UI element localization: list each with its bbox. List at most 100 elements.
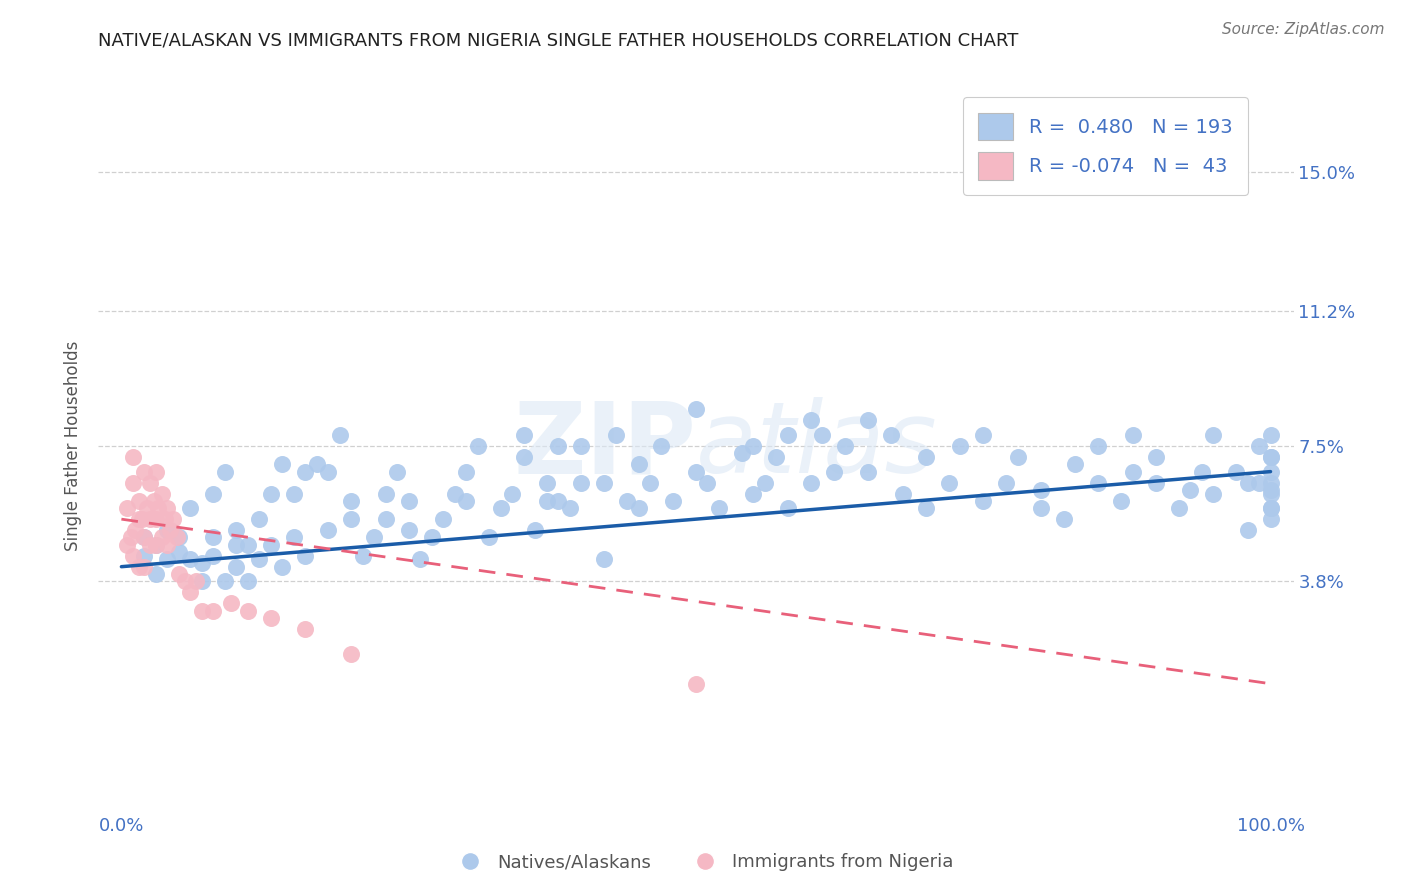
Point [166,530,188,544]
Point [1236,523,1258,537]
Point [1260,475,1282,490]
Point [800,413,823,427]
Point [432,512,454,526]
Point [938,475,960,490]
Point [1247,439,1270,453]
Point [134,559,156,574]
Point [122,549,145,563]
Point [823,465,845,479]
Point [1247,475,1270,490]
Point [150,530,173,544]
Point [179,552,201,566]
Point [115,538,138,552]
Point [627,457,650,471]
Point [134,465,156,479]
Point [236,538,259,552]
Point [765,450,787,464]
Point [616,494,638,508]
Point [489,501,512,516]
Point [685,465,707,479]
Point [685,402,707,417]
Point [156,523,179,537]
Point [316,523,339,537]
Point [283,530,305,544]
Point [139,475,162,490]
Point [153,512,176,526]
Point [536,475,558,490]
Point [131,512,153,526]
Point [148,501,170,516]
Text: atlas: atlas [696,398,938,494]
Point [271,457,294,471]
Point [214,574,236,589]
Point [219,596,242,610]
Point [385,465,409,479]
Point [202,603,225,617]
Point [179,501,201,516]
Point [1087,475,1109,490]
Point [685,676,707,690]
Point [159,523,181,537]
Point [260,611,283,625]
Point [225,559,247,574]
Point [501,486,523,500]
Point [316,465,339,479]
Point [1260,486,1282,500]
Point [352,549,374,563]
Point [1064,457,1087,471]
Point [1260,450,1282,464]
Point [374,512,396,526]
Point [142,494,165,508]
Point [214,465,236,479]
Point [558,501,581,516]
Point [120,530,142,544]
Point [128,559,150,574]
Point [547,494,569,508]
Point [374,486,396,500]
Point [776,501,799,516]
Point [1122,465,1144,479]
Point [294,465,316,479]
Point [754,475,776,490]
Point [467,439,489,453]
Point [134,530,156,544]
Legend: Natives/Alaskans, Immigrants from Nigeria: Natives/Alaskans, Immigrants from Nigeri… [444,847,962,879]
Point [173,574,195,589]
Point [145,538,167,552]
Point [972,428,994,442]
Point [1260,483,1282,497]
Point [1225,465,1247,479]
Point [858,413,880,427]
Point [124,523,146,537]
Text: Source: ZipAtlas.com: Source: ZipAtlas.com [1222,22,1385,37]
Point [547,439,569,453]
Point [742,439,765,453]
Point [329,428,352,442]
Point [134,530,156,544]
Point [1260,512,1282,526]
Point [707,501,730,516]
Point [1178,483,1201,497]
Point [409,552,432,566]
Point [398,494,420,508]
Point [1260,501,1282,516]
Text: ZIP: ZIP [513,398,696,494]
Point [1109,494,1132,508]
Point [662,494,685,508]
Point [1167,501,1189,516]
Point [247,552,270,566]
Point [569,475,592,490]
Point [202,549,225,563]
Point [1144,475,1167,490]
Point [167,530,190,544]
Point [512,428,534,442]
Point [294,622,316,636]
Point [135,501,157,516]
Point [202,530,225,544]
Point [294,549,316,563]
Point [340,494,363,508]
Point [191,556,214,570]
Point [1144,450,1167,464]
Point [536,494,558,508]
Text: NATIVE/ALASKAN VS IMMIGRANTS FROM NIGERIA SINGLE FATHER HOUSEHOLDS CORRELATION C: NATIVE/ALASKAN VS IMMIGRANTS FROM NIGERI… [98,31,1019,49]
